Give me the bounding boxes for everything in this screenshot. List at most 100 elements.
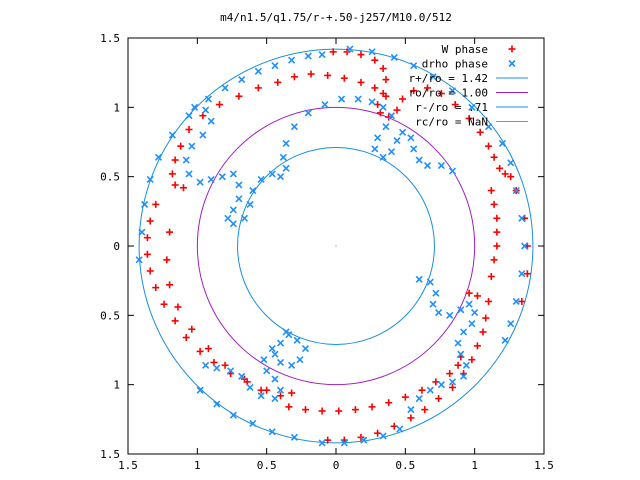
drho-phase-point xyxy=(396,425,404,433)
legend-label: ro/ro = 1.00 xyxy=(409,87,488,100)
w-phase-point xyxy=(421,406,429,414)
w-phase-point xyxy=(446,370,454,378)
drho-phase-point xyxy=(288,361,296,369)
axis-ticks: 1.5 1 0.5 0 0.5 1 1.51.510.500.511.5 xyxy=(100,32,554,472)
w-phase-point xyxy=(518,297,526,305)
w-phase-point xyxy=(490,153,498,161)
w-phase-point xyxy=(490,200,498,208)
drho-phase-point xyxy=(168,131,176,139)
drho-phase-point xyxy=(221,84,229,92)
drho-phase-point xyxy=(507,320,515,328)
drho-phase-point xyxy=(521,242,529,250)
w-phase-point xyxy=(152,284,160,292)
x-tick-label: 1.5 xyxy=(118,459,138,472)
drho-phase-point xyxy=(368,48,376,56)
drho-phase-point xyxy=(196,386,204,394)
drho-phase-point xyxy=(460,372,468,380)
drho-phase-point xyxy=(448,378,457,386)
drho-phase-point xyxy=(398,128,407,136)
drho-phase-point xyxy=(393,137,401,145)
w-phase-point xyxy=(274,78,282,86)
drho-phase-point xyxy=(318,439,326,447)
drho-phase-point xyxy=(462,361,470,369)
drho-phase-point xyxy=(246,383,254,392)
drho-phase-point xyxy=(268,428,276,436)
w-phase-point xyxy=(454,361,462,369)
w-phase-point xyxy=(468,356,476,364)
w-phase-point xyxy=(307,70,315,78)
drho-phase-point xyxy=(290,123,298,131)
drho-phase-point xyxy=(429,73,437,81)
legend-label: rc/ro = NaN xyxy=(415,116,488,129)
drho-phase-point xyxy=(415,156,423,164)
drho-phase-point xyxy=(512,297,520,306)
y-tick-label: 1.5 xyxy=(100,448,120,461)
drho-phase-point xyxy=(154,153,163,161)
drho-phase-point xyxy=(468,103,476,111)
drho-phase-point xyxy=(249,419,257,428)
drho-phase-point xyxy=(146,175,154,184)
drho-phase-point xyxy=(249,186,257,195)
radius-circle xyxy=(237,147,435,345)
drho-phase-point xyxy=(426,278,434,286)
drho-phase-point xyxy=(410,62,418,70)
w-phase-point xyxy=(485,297,493,305)
drho-phase-point xyxy=(204,95,212,103)
drho-phase-point xyxy=(268,170,276,178)
drho-phase-point xyxy=(374,134,382,142)
drho-phase-point xyxy=(465,300,473,308)
drho-phase-point xyxy=(471,308,479,317)
w-phase-point xyxy=(143,234,151,242)
drho-phase-point xyxy=(196,178,204,186)
drho-phase-point xyxy=(429,300,437,308)
drho-phase-point xyxy=(410,145,418,153)
w-phase-point xyxy=(179,184,187,192)
drho-phase-point xyxy=(276,339,285,347)
drho-phase-point xyxy=(387,148,396,156)
drho-phase-point xyxy=(426,386,434,394)
drho-phase-point xyxy=(207,175,215,184)
drho-phase-point xyxy=(407,134,415,142)
legend-label: W phase xyxy=(442,43,488,56)
w-phase-point xyxy=(385,399,393,407)
x-tick-label: 0.5 xyxy=(257,459,277,472)
drho-phase-point xyxy=(354,95,362,103)
drho-phase-point xyxy=(218,173,226,181)
drho-phase-point xyxy=(379,153,387,161)
w-phase-point xyxy=(146,217,154,225)
drho-phase-point xyxy=(288,56,296,64)
legend-label: drho phase xyxy=(422,58,488,71)
w-phase-point xyxy=(216,101,224,109)
drho-phase-point xyxy=(446,311,454,319)
w-phase-point xyxy=(479,328,487,336)
drho-phase-point xyxy=(257,392,265,400)
drho-phase-point xyxy=(135,256,143,264)
w-phase-point xyxy=(424,84,432,92)
w-phase-point xyxy=(351,406,359,414)
data-marks xyxy=(135,45,531,447)
w-phase-point xyxy=(254,84,262,92)
drho-phase-point xyxy=(141,200,149,208)
w-phase-point xyxy=(168,170,176,178)
w-phase-point xyxy=(393,106,401,114)
legend-label: r+/ro = 1.42 xyxy=(409,72,488,85)
w-phase-point xyxy=(399,95,407,103)
x-tick-label: 1.5 xyxy=(534,459,554,472)
drho-phase-point xyxy=(432,289,440,297)
drho-phase-point xyxy=(229,206,237,214)
drho-phase-point xyxy=(254,67,262,75)
w-phase-point xyxy=(371,84,379,92)
drho-phase-point xyxy=(229,411,237,419)
drho-phase-point xyxy=(304,52,312,60)
w-phase-point xyxy=(171,156,179,164)
drho-phase-point xyxy=(185,170,193,178)
drho-phase-point xyxy=(360,436,368,444)
w-phase-point xyxy=(371,56,379,64)
drho-phase-point xyxy=(224,214,232,222)
drho-phase-point xyxy=(390,53,398,61)
w-phase-point xyxy=(401,393,409,401)
drho-phase-point xyxy=(415,394,423,403)
drho-phase-point xyxy=(518,214,526,222)
